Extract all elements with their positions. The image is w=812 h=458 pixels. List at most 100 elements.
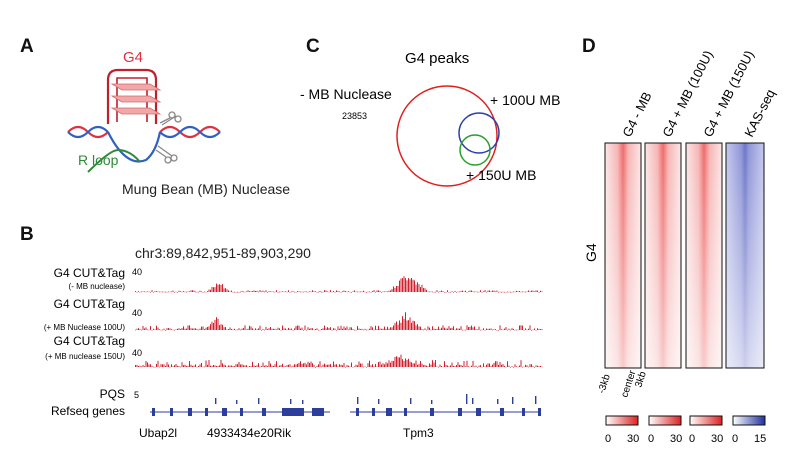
track-bar bbox=[292, 291, 294, 292]
track-bar bbox=[141, 366, 142, 368]
track-bar bbox=[481, 366, 483, 368]
track-bar bbox=[253, 329, 255, 331]
track-bar bbox=[175, 364, 177, 367]
track-bar bbox=[348, 329, 349, 331]
track-bar bbox=[211, 321, 213, 330]
track-bar bbox=[538, 366, 540, 367]
track-bar bbox=[183, 326, 184, 330]
track-bar bbox=[361, 291, 363, 293]
track-bar bbox=[429, 327, 430, 330]
track-bar bbox=[379, 361, 381, 367]
track-bar bbox=[372, 327, 373, 330]
track-bar bbox=[540, 290, 541, 292]
track-bar bbox=[261, 291, 262, 293]
track-bar bbox=[286, 329, 288, 331]
track-bar bbox=[180, 366, 181, 368]
track-bar bbox=[136, 364, 138, 367]
track-bar bbox=[174, 329, 175, 331]
track-bar bbox=[376, 329, 378, 330]
track-bar bbox=[394, 323, 396, 330]
heatmap-g4-100u bbox=[644, 142, 682, 369]
track-bar bbox=[414, 363, 415, 367]
track-bar bbox=[159, 291, 160, 293]
colorbar-min: 0 bbox=[648, 433, 654, 445]
track-bar bbox=[277, 291, 279, 293]
track-bar bbox=[430, 291, 432, 293]
track-bar bbox=[376, 366, 378, 368]
track-bar bbox=[400, 354, 402, 367]
locus-label: chr3:89,842,951-89,903,290 bbox=[135, 245, 311, 261]
track-bar bbox=[286, 291, 288, 293]
track-bar bbox=[414, 321, 415, 330]
track-bar bbox=[220, 284, 222, 292]
track-bar bbox=[214, 319, 216, 330]
track-bar bbox=[256, 290, 258, 292]
track-bar bbox=[172, 290, 174, 292]
track-bar bbox=[151, 365, 153, 367]
track-bar bbox=[394, 287, 396, 292]
track-bar bbox=[274, 364, 276, 367]
track-bar bbox=[493, 329, 495, 330]
track-bar bbox=[523, 366, 525, 368]
track-bar bbox=[276, 290, 277, 292]
track-bar bbox=[534, 291, 535, 293]
panel-c: C G4 peaks - MB Nuclease 23853 + 100U MB… bbox=[300, 36, 560, 187]
track-bar bbox=[150, 364, 151, 367]
track-bar bbox=[279, 291, 280, 293]
track-bar bbox=[219, 365, 220, 367]
track-bar bbox=[196, 328, 198, 330]
track-bar bbox=[471, 365, 472, 367]
exon-mark bbox=[538, 408, 541, 416]
track-signal bbox=[135, 276, 543, 293]
track-bar bbox=[189, 361, 190, 367]
track-bar bbox=[526, 291, 528, 293]
track-bar bbox=[403, 318, 405, 330]
track-bar bbox=[493, 362, 495, 367]
track-3: G4 CUT&Tag (+ MB nuclease 150U) 40 bbox=[45, 334, 543, 368]
track-bar bbox=[354, 290, 355, 292]
track-bar bbox=[468, 291, 469, 292]
track-bar bbox=[339, 328, 340, 330]
track-bar bbox=[177, 365, 178, 367]
track-bar bbox=[444, 291, 445, 293]
track-bar bbox=[219, 325, 220, 330]
track-bar bbox=[259, 290, 261, 292]
track-bar bbox=[354, 329, 355, 331]
track-bar bbox=[481, 329, 483, 331]
track-bar bbox=[163, 364, 165, 367]
track-bar bbox=[178, 290, 180, 292]
track-bar bbox=[225, 288, 226, 292]
track-bar bbox=[496, 361, 498, 367]
track-bar bbox=[477, 291, 478, 293]
track-bar bbox=[385, 328, 387, 330]
track-bar bbox=[184, 328, 186, 330]
track-bar bbox=[235, 291, 237, 293]
track-bar bbox=[538, 328, 540, 330]
track-bar bbox=[429, 363, 430, 367]
track-bar bbox=[213, 322, 214, 330]
track-bar bbox=[303, 363, 304, 367]
track-bar bbox=[487, 328, 489, 330]
track-bar bbox=[465, 329, 466, 331]
track-bar bbox=[349, 327, 351, 330]
track-bar bbox=[537, 290, 538, 292]
track-bar bbox=[511, 366, 513, 367]
track-bar bbox=[283, 328, 285, 330]
track-bar bbox=[448, 291, 450, 293]
track-bar bbox=[475, 365, 477, 367]
track-bar bbox=[264, 365, 265, 367]
track-bar bbox=[166, 362, 168, 367]
track-bar bbox=[289, 291, 291, 293]
gene-label: Tpm3 bbox=[403, 426, 434, 440]
track-bar bbox=[438, 291, 439, 293]
track-bar bbox=[409, 361, 411, 367]
track-bar bbox=[480, 365, 481, 367]
track-bar bbox=[534, 328, 535, 330]
track-bar bbox=[433, 291, 435, 293]
track-bar bbox=[190, 328, 192, 330]
track-bar bbox=[355, 364, 357, 367]
track-bar bbox=[445, 365, 447, 367]
track-bar bbox=[478, 326, 480, 330]
track-bar bbox=[424, 364, 426, 367]
track-bar bbox=[411, 277, 412, 292]
